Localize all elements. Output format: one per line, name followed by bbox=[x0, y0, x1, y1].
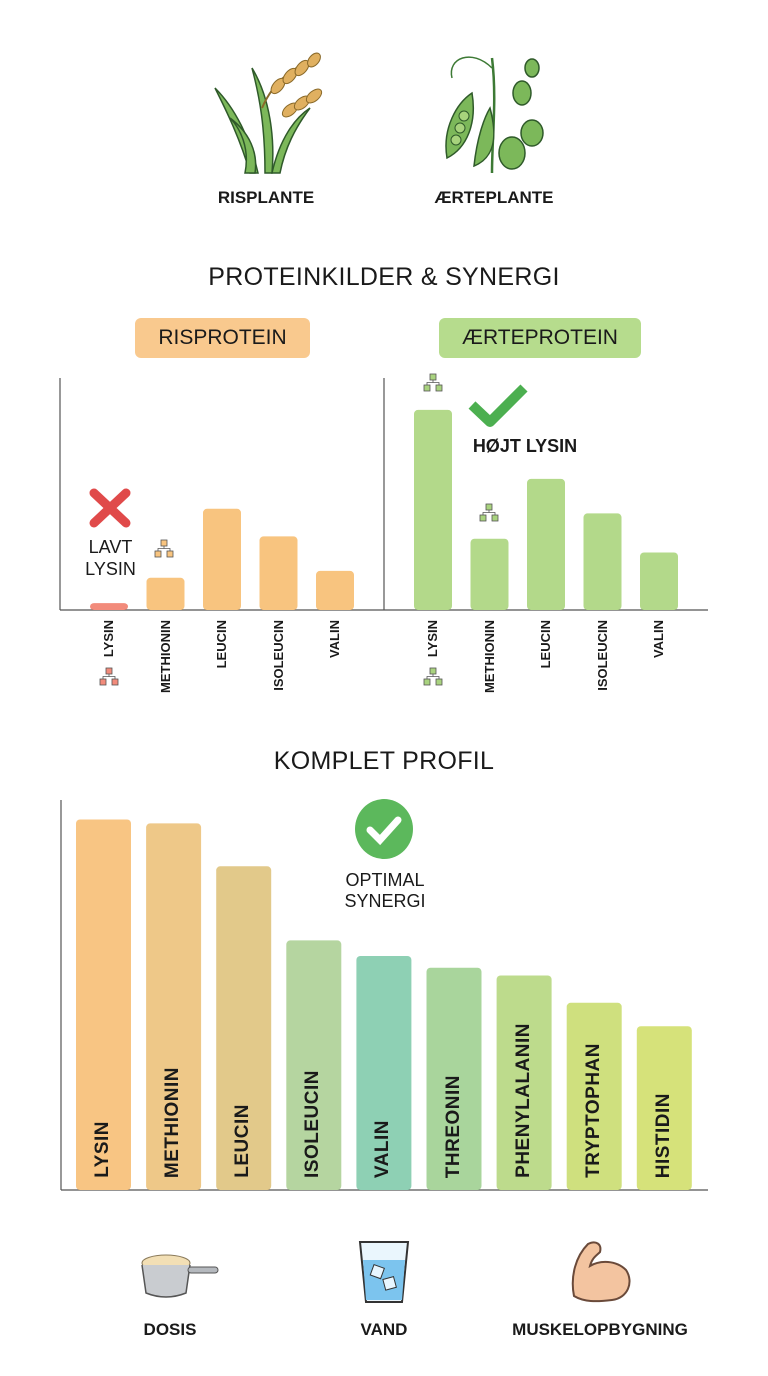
scoop-icon bbox=[141, 1254, 219, 1298]
bar-rice-valin bbox=[316, 570, 354, 610]
bar-profile-tryptophan bbox=[566, 1002, 622, 1190]
amino-structure-icon-pea-methionine bbox=[479, 503, 499, 522]
tick-label-pea-leucin: LEUCIN bbox=[538, 620, 553, 669]
amino-structure-icon-rice-lysine bbox=[99, 667, 119, 686]
bar-label-threonin: THREONIN bbox=[442, 1075, 464, 1179]
bar-label-phenylalanin: PHENYLALANIN bbox=[512, 1023, 534, 1178]
bar-label-valin: VALIN bbox=[372, 1120, 394, 1179]
tick-label-rice-isoleucin: ISOLEUCIN bbox=[270, 620, 286, 691]
water-label: VAND bbox=[360, 1320, 408, 1339]
bar-pea-isoleucin bbox=[583, 513, 622, 610]
bar-profile-isoleucin bbox=[286, 940, 342, 1190]
dose-label: DOSIS bbox=[143, 1320, 197, 1339]
bar-rice-methionin bbox=[146, 577, 185, 610]
bar-pea-leucin bbox=[527, 478, 565, 610]
rice-plant-label: RISPLANTE bbox=[217, 188, 315, 207]
high-lysine-note: HØJT LYSIN bbox=[472, 436, 578, 456]
amino-structure-icon-pea-lysine-label bbox=[423, 667, 443, 686]
tick-label-pea-isoleucin: ISOLEUCIN bbox=[594, 620, 610, 691]
section-title-protein-sources: PROTEINKILDER & SYNERGI bbox=[208, 263, 560, 291]
check-circle-icon bbox=[355, 799, 413, 859]
bar-label-methionin: METHIONIN bbox=[162, 1067, 184, 1179]
tick-label-pea-methionin: METHIONIN bbox=[481, 620, 497, 693]
amino-structure-icon-rice-methionine bbox=[154, 539, 174, 558]
bar-profile-threonin bbox=[426, 967, 482, 1190]
amino-structure-icon-pea-lysine bbox=[423, 373, 443, 392]
pea-plant-icon bbox=[445, 56, 544, 174]
bar-profile-lysin bbox=[76, 819, 131, 1190]
tick-label-rice-lysin: LYSIN bbox=[101, 620, 116, 658]
bar-rice-leucin bbox=[203, 508, 241, 610]
bar-profile-leucin bbox=[216, 866, 272, 1190]
bar-profile-histidin bbox=[636, 1026, 692, 1190]
bar-profile-valin bbox=[356, 956, 412, 1190]
bar-label-tryptophan: TRYPTOPHAN bbox=[582, 1043, 604, 1178]
complete-profile-chart bbox=[60, 800, 708, 1191]
bar-label-histidin: HISTIDIN bbox=[652, 1093, 674, 1179]
rice-plant-icon bbox=[214, 52, 323, 174]
bar-pea-valin bbox=[640, 552, 678, 610]
muscle-arm-icon bbox=[571, 1241, 631, 1303]
bar-pea-methionin bbox=[470, 538, 509, 610]
tick-label-rice-valin: VALIN bbox=[327, 620, 342, 659]
pea-protein-badge: ÆRTEPROTEIN bbox=[439, 318, 641, 358]
muscle-building-label: MUSKELOPBYGNING bbox=[512, 1320, 688, 1339]
low-lysine-note: LAVT LYSIN bbox=[85, 537, 136, 579]
bar-profile-methionin bbox=[146, 823, 202, 1190]
green-check-icon bbox=[468, 384, 528, 427]
section-title-complete-profile: KOMPLET PROFIL bbox=[273, 747, 495, 775]
tick-label-pea-valin: VALIN bbox=[651, 620, 666, 659]
rice-protein-badge: RISPROTEIN bbox=[135, 318, 310, 358]
optimal-synergy-note: OPTIMAL SYNERGI bbox=[344, 870, 426, 911]
water-glass-icon bbox=[358, 1241, 410, 1303]
pea-plant-label: ÆRTEPLANTE bbox=[434, 188, 554, 207]
tick-label-rice-methionin: METHIONIN bbox=[157, 620, 173, 693]
tick-label-pea-lysin: LYSIN bbox=[425, 620, 440, 658]
tick-label-rice-leucin: LEUCIN bbox=[214, 620, 229, 669]
red-x-icon bbox=[89, 488, 131, 528]
bar-profile-phenylalanin bbox=[496, 975, 552, 1190]
bar-label-lysin: LYSIN bbox=[92, 1121, 113, 1178]
bar-label-isoleucin: ISOLEUCIN bbox=[302, 1070, 324, 1178]
bar-rice-lysin bbox=[90, 603, 128, 610]
bar-pea-lysin bbox=[414, 409, 452, 610]
bar-label-leucin: LEUCIN bbox=[232, 1104, 254, 1178]
rice-pea-chart bbox=[59, 373, 708, 686]
bar-rice-isoleucin bbox=[259, 536, 298, 610]
